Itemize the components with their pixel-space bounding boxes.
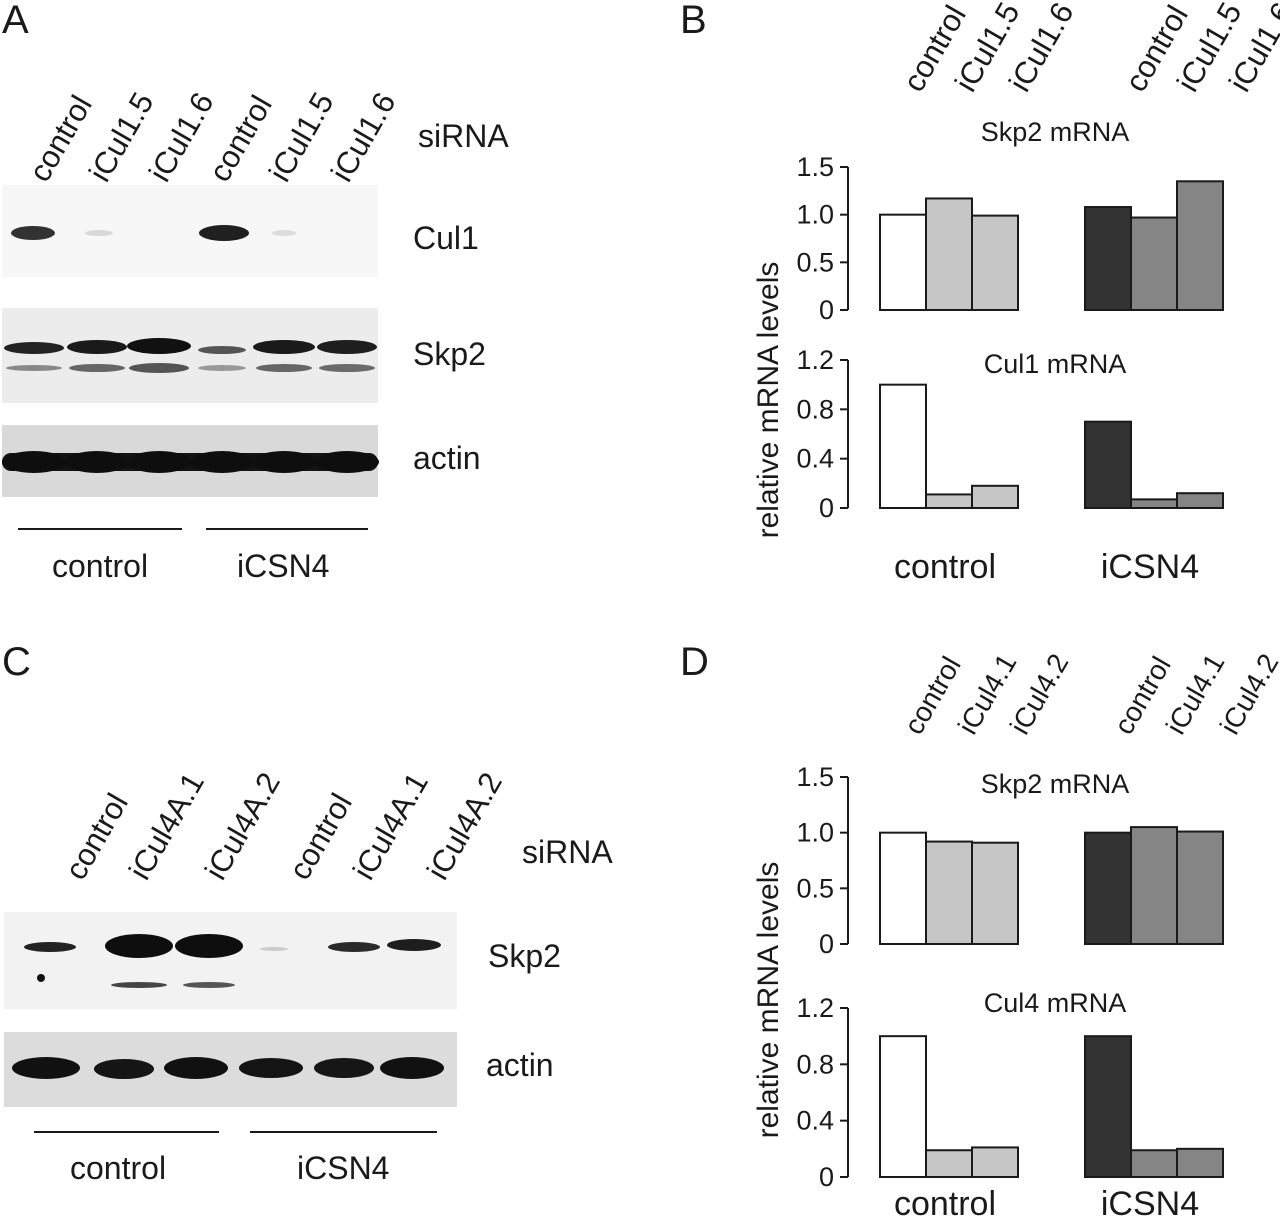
chart-title: Cul4 mRNA: [984, 988, 1127, 1018]
blot-cul1-bands: [11, 225, 296, 241]
y-tick-label: 1.5: [796, 152, 834, 182]
y-tick-label: 0: [819, 493, 834, 523]
blot-actin: [4, 1032, 457, 1107]
bar: [1084, 420, 1132, 509]
group-label: iCSN4: [237, 548, 330, 584]
bar: [925, 840, 973, 945]
y-tick-label: 1.0: [796, 818, 834, 848]
band-label: actin: [486, 1047, 554, 1083]
bar: [1130, 826, 1178, 945]
bar: [1084, 1035, 1132, 1178]
bar: [1176, 492, 1224, 510]
panel-letter-b: B: [680, 0, 707, 42]
panel-letter-d: D: [680, 640, 709, 684]
y-tick-label: 0.8: [796, 394, 834, 424]
chart-title: Skp2 mRNA: [981, 117, 1130, 147]
sirna-label: siRNA: [418, 118, 509, 154]
bar: [971, 214, 1019, 311]
bar: [971, 484, 1019, 509]
group-label: control: [52, 548, 149, 584]
group-bracket-control: [18, 528, 182, 530]
bar: [925, 197, 973, 312]
bar: [1130, 1149, 1178, 1179]
chart-title: Skp2 mRNA: [981, 769, 1130, 799]
blot-actin-bands: [2, 451, 379, 473]
panel-letter-a: A: [2, 0, 29, 42]
band-label: Cul1: [413, 220, 479, 256]
y-tick-label: 0: [819, 1162, 834, 1192]
band-label: actin: [413, 440, 481, 476]
y-tick-label: 0.5: [796, 247, 834, 277]
blot-actin: [2, 425, 379, 497]
y-tick-label: 0.4: [796, 1106, 834, 1136]
y-tick-label: 1.2: [796, 345, 834, 375]
y-tick-label: 0: [819, 295, 834, 325]
band-label: Skp2: [488, 938, 561, 974]
panel-letter-c: C: [2, 640, 31, 684]
bar: [879, 213, 927, 312]
blot-cul1: [2, 185, 378, 277]
bar: [971, 841, 1019, 945]
y-axis-label: relative mRNA levels: [752, 862, 785, 1139]
bar: [971, 1146, 1019, 1179]
bar: [1084, 206, 1132, 311]
y-tick-label: 0: [819, 929, 834, 959]
bar: [925, 1149, 973, 1179]
bar: [1176, 830, 1224, 946]
group-bracket-icsn4: [250, 1131, 437, 1133]
bar: [1130, 498, 1178, 510]
blot-skp2: [4, 912, 457, 1009]
bar: [879, 1035, 927, 1178]
bar: [1130, 216, 1178, 312]
y-tick-label: 0.5: [796, 873, 834, 903]
bar: [1176, 1147, 1224, 1179]
bar: [1176, 180, 1224, 311]
blot-actin-bands: [12, 1057, 444, 1079]
sirna-label: siRNA: [522, 834, 613, 870]
y-tick-label: 1.0: [796, 200, 834, 230]
blot-skp2-bands: [24, 934, 441, 988]
group-bracket-control: [34, 1131, 219, 1133]
y-tick-label: 0.4: [796, 444, 834, 474]
category-label: control: [894, 1185, 996, 1223]
group-label: control: [70, 1150, 167, 1186]
group-bracket-icsn4: [206, 528, 368, 530]
group-label: iCSN4: [297, 1150, 390, 1186]
blot-skp2-bands: [4, 338, 377, 373]
chart-title: Cul1 mRNA: [984, 349, 1127, 379]
band-label: Skp2: [413, 336, 486, 372]
y-axis-label: relative mRNA levels: [752, 262, 785, 539]
bar: [925, 493, 973, 509]
y-tick-label: 1.2: [796, 993, 834, 1023]
category-label: control: [894, 548, 996, 586]
bar: [879, 383, 927, 509]
category-label: iCSN4: [1101, 1185, 1199, 1223]
bar: [879, 831, 927, 946]
y-tick-label: 0.8: [796, 1049, 834, 1079]
blot-skp2: [2, 308, 378, 403]
bar: [1084, 831, 1132, 946]
category-label: iCSN4: [1101, 548, 1199, 586]
y-tick-label: 1.5: [796, 762, 834, 792]
